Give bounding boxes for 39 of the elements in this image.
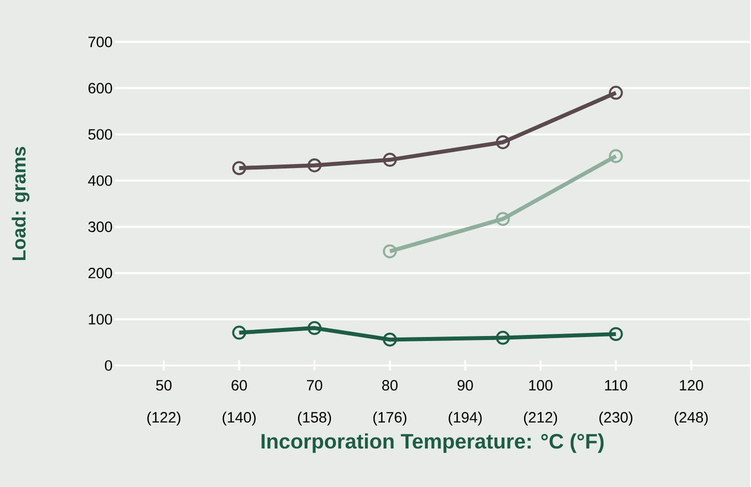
point bbox=[232, 160, 246, 175]
x-tick-label: 60 bbox=[232, 380, 247, 390]
y-axis-title: Load: grams bbox=[12, 146, 30, 260]
x-tick-label: 120 bbox=[680, 380, 704, 390]
point bbox=[232, 326, 246, 340]
point bbox=[308, 158, 322, 172]
point bbox=[608, 86, 623, 100]
y-tick-label: 100 bbox=[88, 314, 112, 324]
point bbox=[496, 212, 510, 226]
y-tick-label: 600 bbox=[88, 82, 112, 94]
point bbox=[382, 152, 397, 167]
y-tick-label: 700 bbox=[88, 36, 112, 48]
x2-tick-label: (230) bbox=[599, 411, 632, 426]
point bbox=[308, 320, 322, 335]
x2-tick-label: (212) bbox=[524, 411, 558, 426]
point bbox=[382, 332, 397, 346]
x-tick-label: 90 bbox=[458, 380, 473, 390]
y-tick-label: 400 bbox=[88, 175, 112, 186]
point bbox=[382, 244, 397, 258]
y-tick-label: 0 bbox=[104, 360, 112, 371]
x2-tick-label: (194) bbox=[448, 411, 482, 426]
y-tick-label: 200 bbox=[88, 268, 112, 278]
x-tick-label: 50 bbox=[156, 380, 172, 390]
x-tick-label: 80 bbox=[382, 380, 398, 390]
point bbox=[608, 148, 623, 163]
x-tick-label: 110 bbox=[605, 380, 628, 390]
point bbox=[608, 326, 623, 341]
point bbox=[496, 135, 510, 150]
x2-tick-label: (122) bbox=[147, 411, 180, 426]
x-tick-label: 100 bbox=[529, 380, 552, 390]
x2-tick-label: (158) bbox=[298, 411, 331, 426]
x-tick-label: 70 bbox=[306, 380, 322, 390]
x2-tick-label: (176) bbox=[373, 411, 406, 426]
x2-tick-label: (140) bbox=[222, 411, 256, 426]
y-tick-label: 300 bbox=[88, 221, 112, 232]
y-tick-label: 500 bbox=[88, 128, 112, 140]
x-axis-title: Incorporation Temperature: °C (°F) bbox=[262, 433, 604, 453]
x2-tick-label: (248) bbox=[674, 411, 708, 426]
point bbox=[496, 330, 510, 345]
